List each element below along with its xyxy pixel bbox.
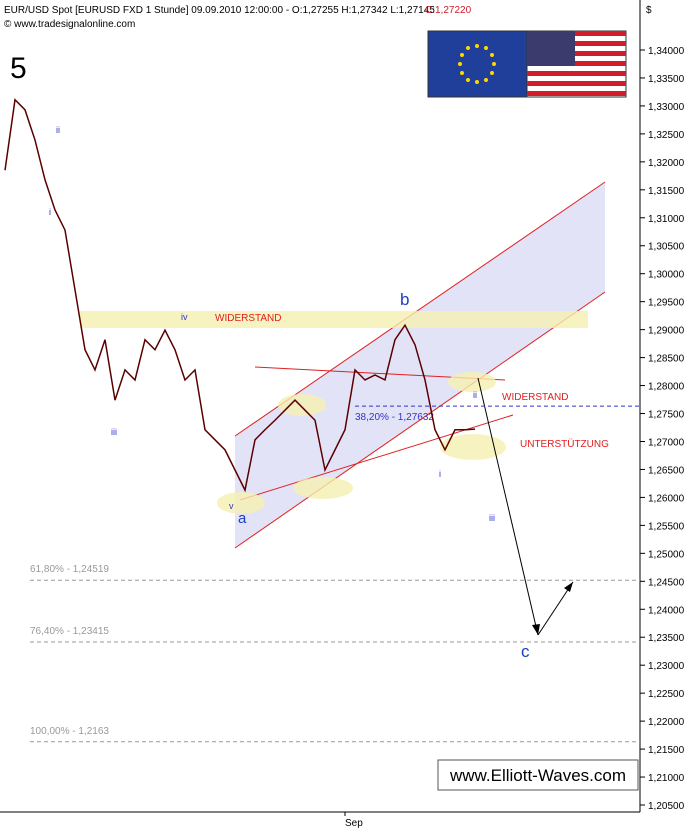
arrow-head: [564, 582, 573, 592]
y-tick-label: 1,23500: [648, 633, 685, 644]
y-tick-label: 1,23000: [648, 661, 685, 672]
arrow-head: [532, 624, 540, 635]
wave-label: ii: [473, 390, 477, 400]
wave-label: v: [229, 501, 234, 511]
resistance-zone: [80, 311, 588, 328]
y-tick-label: 1,27000: [648, 437, 685, 448]
y-tick-label: 1,31000: [648, 214, 685, 225]
y-tick-label: 1,26500: [648, 465, 685, 476]
wave-label: a: [238, 510, 247, 527]
y-tick-label: 1,29500: [648, 298, 685, 309]
y-tick-label: 1,22000: [648, 717, 685, 728]
highlight: [440, 434, 506, 460]
wave-label: b: [400, 290, 409, 309]
wave-label: iv: [181, 312, 188, 322]
wave-label: c: [521, 642, 530, 661]
y-tick-label: 1,25000: [648, 549, 685, 560]
y-tick-label: 1,27500: [648, 410, 685, 421]
wave-label: ii: [56, 125, 60, 135]
y-tick-label: 1,26000: [648, 493, 685, 504]
wave-label: WIDERSTAND: [215, 313, 281, 324]
y-tick-label: 1,33500: [648, 74, 685, 85]
watermark: www.Elliott-Waves.com: [449, 766, 626, 785]
highlight: [448, 372, 496, 392]
header: EUR/USD Spot [EURUSD FXD 1 Stunde] 09.09…: [4, 5, 435, 16]
watermark-box: [437, 759, 639, 791]
y-tick-label: 1,24500: [648, 577, 685, 588]
wave-label: i: [49, 207, 51, 217]
highlight: [217, 492, 265, 514]
wave-label: UNTERSTÜTZUNG: [520, 438, 609, 450]
y-tick-label: 1,28500: [648, 354, 685, 365]
channel-line: [234, 291, 606, 549]
x-tick-label: Sep: [345, 818, 363, 829]
wave-label: iii: [111, 427, 117, 437]
y-tick-label: 1,21000: [648, 773, 685, 784]
wave-degree: 5: [10, 52, 27, 85]
y-tick-label: 1,30500: [648, 242, 685, 253]
fib-label: 100,00% - 1,2163: [30, 726, 109, 737]
y-tick-label: 1,32000: [648, 158, 685, 169]
fib-label: 76,40% - 1,23415: [30, 626, 109, 637]
y-tick-label: 1,31500: [648, 186, 685, 197]
y-tick-label: 1,33000: [648, 102, 685, 113]
us-flag: [526, 30, 627, 98]
wave-label: WIDERSTAND: [502, 392, 568, 403]
eu-flag: [427, 30, 528, 98]
wave-label: i: [439, 469, 441, 479]
close-label: C:1,27220: [425, 5, 472, 16]
highlight: [293, 477, 353, 499]
wave-label: iii: [489, 513, 495, 523]
y-tick-label: 1,32500: [648, 130, 685, 141]
channel-line: [234, 181, 606, 437]
currency: $: [646, 5, 652, 16]
copyright: © www.tradesignalonline.com: [4, 19, 135, 30]
fib-label: 38,20% - 1,27632: [355, 412, 434, 423]
projection-arrow: [477, 377, 539, 636]
y-tick-label: 1,22500: [648, 689, 685, 700]
price-line: [4, 98, 476, 493]
y-tick-label: 1,29000: [648, 326, 685, 337]
y-tick-label: 1,28000: [648, 382, 685, 393]
highlight: [278, 394, 326, 416]
y-tick-label: 1,34000: [648, 46, 685, 57]
y-tick-label: 1,24000: [648, 605, 685, 616]
y-tick-label: 1,21500: [648, 745, 685, 756]
y-tick-label: 1,30000: [648, 270, 685, 281]
y-tick-label: 1,25500: [648, 521, 685, 532]
y-tick-label: 1,20500: [648, 801, 685, 812]
projection-arrow: [537, 581, 574, 636]
fib-label: 61,80% - 1,24519: [30, 564, 109, 575]
